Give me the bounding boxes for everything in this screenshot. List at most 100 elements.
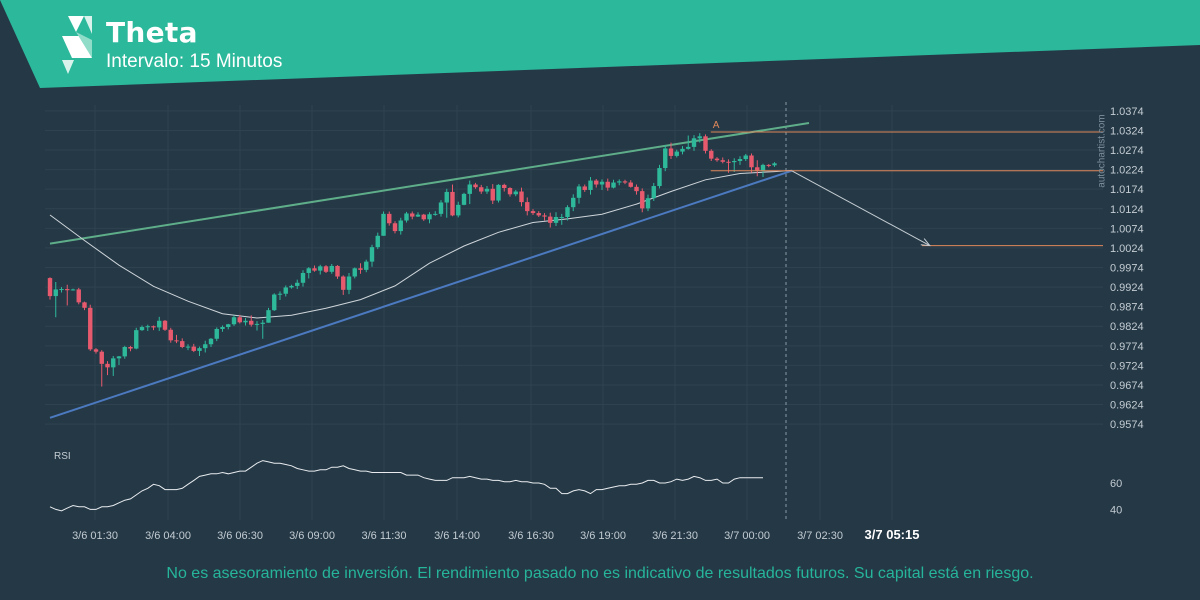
candle-body — [553, 216, 559, 223]
candle-body — [766, 164, 771, 166]
candle-body — [594, 180, 599, 185]
candle — [352, 267, 357, 279]
candle-body — [139, 327, 145, 331]
candle-body — [496, 184, 501, 201]
candle-body — [364, 261, 369, 270]
y-tick-label: 1.0274 — [1110, 145, 1144, 157]
rsi-panel: RSI — [49, 451, 763, 512]
candle-body — [703, 136, 708, 151]
candle — [88, 304, 93, 351]
projection-arrow-line — [791, 170, 930, 247]
candle-body — [99, 351, 104, 364]
candle — [668, 142, 674, 160]
candle — [680, 146, 685, 155]
candle-body — [249, 320, 254, 325]
candle-body — [737, 159, 743, 161]
candle — [479, 184, 484, 194]
candle — [70, 288, 76, 291]
candle — [640, 188, 645, 213]
candle-body — [697, 136, 702, 139]
candle — [473, 182, 478, 189]
candle — [634, 184, 639, 195]
candle-body — [513, 191, 518, 195]
y-tick-label: 1.0224 — [1110, 165, 1144, 177]
candle — [651, 182, 656, 201]
x-tick-label: 3/6 21:30 — [652, 530, 698, 542]
candle-body — [461, 193, 467, 205]
candle — [461, 192, 467, 206]
candle — [203, 340, 208, 353]
candle-body — [93, 349, 99, 352]
candle-body — [289, 285, 294, 288]
candle-body — [180, 341, 185, 347]
candle — [139, 325, 145, 331]
candle — [335, 265, 340, 279]
disclaimer: No es asesoramiento de inversión. El ren… — [166, 565, 1034, 582]
candle — [260, 319, 265, 339]
candle — [180, 338, 185, 349]
candle-body — [691, 138, 697, 147]
candle-body — [53, 289, 58, 297]
candle — [185, 344, 191, 351]
candle-body — [456, 204, 461, 216]
candle — [323, 265, 329, 273]
candle-body — [743, 155, 748, 160]
candle-body — [128, 346, 133, 349]
candle — [433, 211, 438, 216]
candle — [312, 265, 317, 272]
candle-body — [657, 168, 662, 187]
candle — [358, 263, 363, 274]
candle — [249, 315, 254, 327]
candle — [341, 275, 346, 295]
y-tick-label: 0.9874 — [1110, 302, 1144, 314]
candle-body — [381, 213, 386, 236]
candle-body — [651, 186, 656, 199]
x-tick-label: 3/6 06:30 — [217, 530, 263, 542]
candle — [663, 145, 668, 172]
candle-body — [519, 191, 524, 203]
candle-body — [628, 182, 633, 187]
candle-body — [645, 198, 651, 209]
candle-body — [318, 266, 323, 271]
y-tick-label: 0.9674 — [1110, 380, 1144, 392]
candle-body — [237, 317, 242, 323]
candle-body — [266, 310, 271, 323]
candle-body — [398, 220, 403, 232]
candle — [576, 184, 582, 204]
candle-body — [329, 265, 334, 272]
candle-body — [185, 346, 191, 348]
candle-body — [674, 151, 679, 156]
candle — [513, 189, 518, 197]
candle-body — [157, 320, 162, 328]
candle-body — [634, 186, 639, 192]
candle — [93, 348, 99, 354]
lower-trend-line — [49, 169, 793, 419]
candle — [691, 135, 697, 151]
moving-average-line — [49, 169, 792, 319]
rsi-label: RSI — [54, 451, 71, 462]
x-tick-label: 3/6 04:00 — [145, 530, 191, 542]
candle — [599, 179, 605, 190]
candle-body — [680, 148, 685, 152]
candle-body — [220, 327, 225, 329]
candle-body — [151, 326, 156, 328]
candle — [151, 325, 156, 331]
candle-body — [312, 268, 317, 271]
candle — [732, 158, 737, 172]
candle — [496, 184, 501, 203]
y-tick-label: 0.9824 — [1110, 321, 1144, 333]
candle — [645, 194, 651, 212]
candle-body — [59, 289, 64, 291]
candle-body — [686, 146, 691, 149]
candle-body — [116, 356, 122, 359]
candle — [47, 277, 53, 300]
x-tick-label: 3/6 16:30 — [508, 530, 554, 542]
candle — [490, 184, 495, 205]
candle — [318, 264, 323, 275]
candle-body — [174, 340, 179, 342]
candle-body — [254, 323, 260, 325]
candle-body — [760, 164, 766, 171]
candle-body — [203, 344, 208, 349]
candle — [300, 270, 306, 287]
